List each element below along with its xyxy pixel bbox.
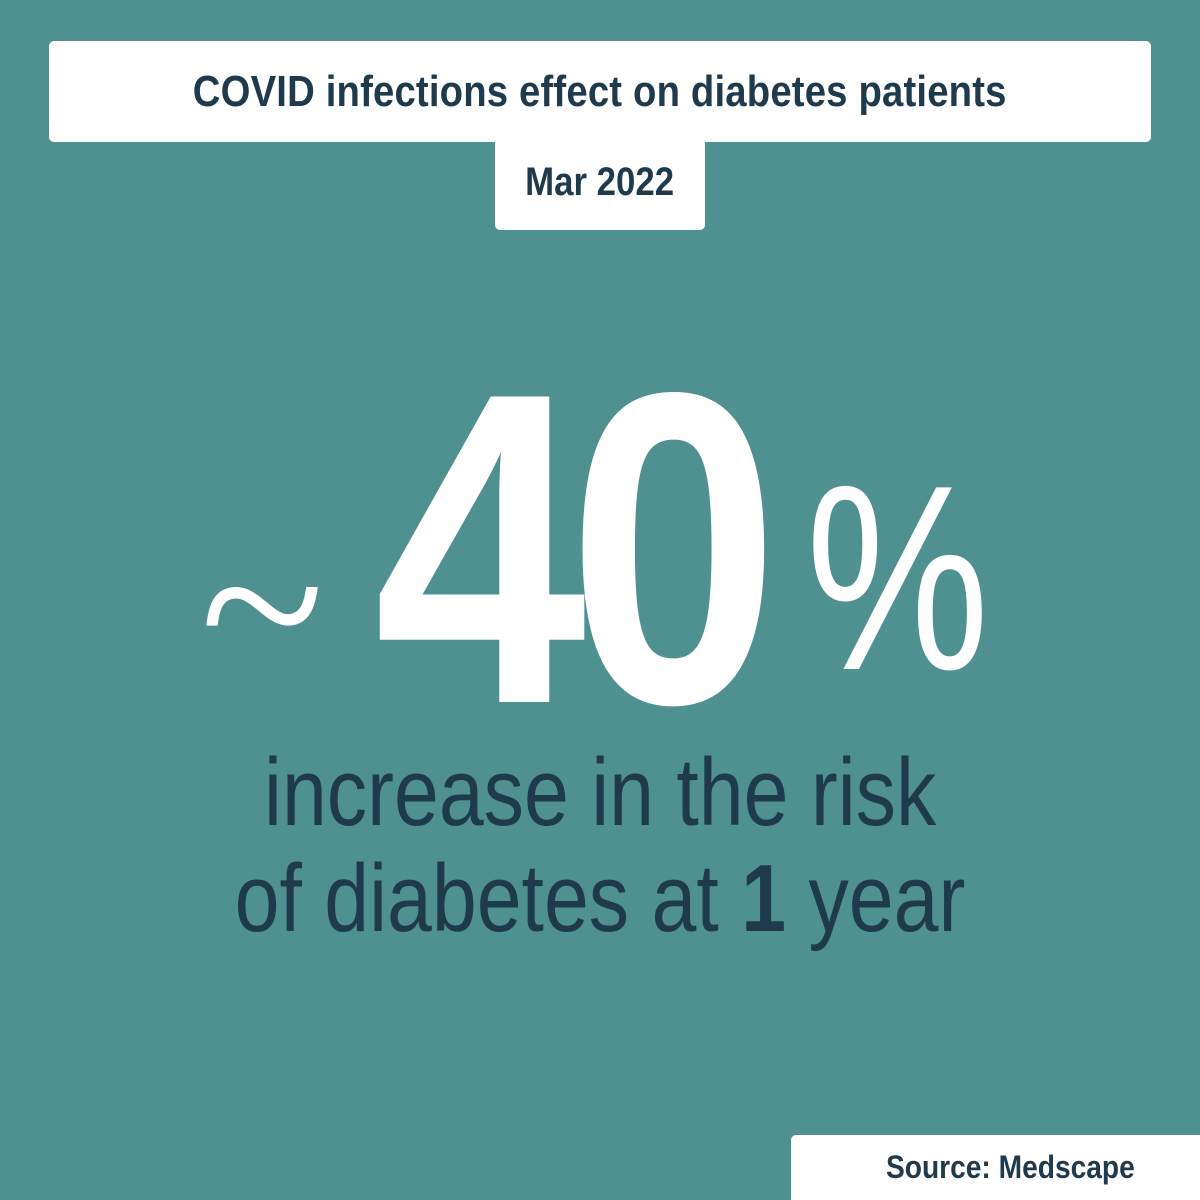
- description-suffix: year: [786, 845, 966, 952]
- description-bold-number: 1: [741, 845, 787, 952]
- source-badge: Source: Medscape: [791, 1135, 1200, 1200]
- page-title: COVID infections effect on diabetes pati…: [193, 66, 1007, 116]
- percent-sign: %: [806, 430, 990, 725]
- source-label: Source: Medscape: [886, 1149, 1135, 1185]
- approx-symbol: ~: [200, 477, 325, 732]
- description-prefix: of diabetes at: [234, 845, 742, 952]
- stat-value: 40: [374, 301, 780, 797]
- stat-description-line-1: increase in the risk: [263, 739, 937, 846]
- date-label: Mar 2022: [525, 159, 675, 204]
- stat-description-line-2: of diabetes at 1 year: [0, 844, 1200, 954]
- title-banner: COVID infections effect on diabetes pati…: [49, 41, 1151, 142]
- date-tab: Mar 2022: [495, 138, 705, 230]
